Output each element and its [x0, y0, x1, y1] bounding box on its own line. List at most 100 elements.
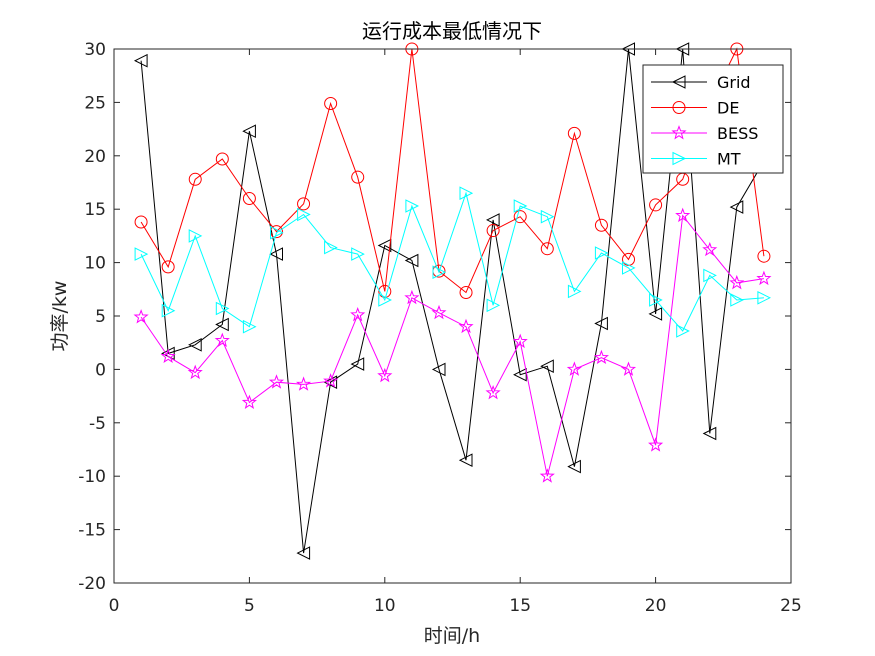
- data-point-grid: [133, 53, 148, 68]
- x-tick-label: 25: [780, 596, 802, 616]
- data-point-bess: [133, 309, 149, 324]
- data-point-grid: [594, 316, 608, 331]
- data-point-grid: [296, 546, 311, 560]
- y-tick-label: -5: [89, 414, 106, 434]
- data-point-bess: [648, 437, 664, 452]
- legend-item-de: DE: [651, 99, 739, 118]
- data-point-grid: [458, 453, 473, 468]
- y-axis-title: 功率/kw: [49, 281, 71, 352]
- data-point-de: [161, 260, 175, 274]
- series-mt: [134, 186, 772, 338]
- data-point-grid: [431, 362, 446, 377]
- data-point-de: [757, 249, 771, 263]
- data-point-bess: [160, 348, 176, 363]
- data-point-bess: [214, 332, 230, 347]
- legend-label: Grid: [717, 73, 751, 92]
- data-point-bess: [593, 349, 609, 365]
- data-point-bess: [729, 274, 745, 290]
- data-point-bess: [485, 384, 501, 400]
- data-point-bess: [756, 270, 772, 286]
- legend-item-mt: MT: [651, 150, 741, 169]
- x-tick-label: 15: [509, 596, 531, 616]
- chart-title: 运行成本最低情况下: [362, 19, 542, 43]
- data-point-de: [513, 210, 527, 224]
- data-point-mt: [486, 298, 501, 313]
- series-line-grid: [140, 48, 765, 554]
- legend-marker: [672, 101, 686, 114]
- data-point-grid: [242, 124, 256, 139]
- series-bess: [133, 207, 772, 483]
- data-point-de: [594, 218, 608, 232]
- y-tick-label: 0: [95, 360, 106, 380]
- data-point-mt: [242, 319, 257, 334]
- data-point-mt: [622, 261, 636, 275]
- data-point-grid: [377, 238, 392, 253]
- series-line-mt: [140, 191, 764, 332]
- data-point-mt: [594, 246, 609, 260]
- legend-box: [642, 64, 784, 174]
- data-point-mt: [567, 284, 582, 299]
- data-point-de: [649, 198, 663, 212]
- legend-marker: [671, 125, 687, 140]
- data-point-mt: [405, 199, 420, 213]
- x-tick-label: 20: [645, 596, 667, 616]
- y-tick-label: -15: [78, 521, 106, 541]
- data-point-grid: [404, 253, 419, 268]
- data-point-mt: [676, 324, 690, 338]
- y-tick-label: 20: [84, 147, 106, 167]
- data-point-bess: [323, 373, 339, 388]
- data-point-grid: [648, 307, 663, 321]
- legend-item-bess: BESS: [651, 124, 758, 143]
- legend-label: MT: [717, 150, 741, 169]
- data-point-de: [324, 96, 338, 110]
- data-point-de: [567, 126, 581, 140]
- y-tick-label: 25: [84, 93, 106, 113]
- data-point-mt: [432, 265, 447, 280]
- data-point-grid: [323, 375, 338, 390]
- legend: Grid DE BESS MT: [642, 64, 784, 174]
- data-point-grid: [540, 359, 554, 374]
- data-point-bess: [350, 306, 366, 322]
- data-point-de: [351, 170, 365, 184]
- data-point-mt: [703, 268, 717, 283]
- x-axis-title: 时间/h: [424, 625, 480, 647]
- data-point-bess: [268, 374, 285, 389]
- y-tick-label: 10: [84, 254, 106, 274]
- data-point-de: [540, 242, 554, 256]
- data-point-bess: [187, 364, 203, 380]
- data-point-mt: [757, 290, 772, 305]
- data-point-mt: [297, 207, 311, 222]
- data-point-mt: [649, 293, 663, 307]
- data-point-de: [188, 172, 202, 186]
- data-point-grid: [215, 317, 229, 332]
- data-point-mt: [270, 225, 284, 240]
- data-point-de: [134, 215, 148, 229]
- y-tick-label: -20: [78, 574, 106, 594]
- series-line-bess: [140, 214, 764, 477]
- data-point-mt: [215, 301, 230, 316]
- data-point-mt: [188, 229, 203, 243]
- data-point-mt: [513, 199, 528, 213]
- data-point-bess: [241, 394, 257, 409]
- data-point-bess: [377, 367, 393, 383]
- data-point-mt: [161, 303, 176, 318]
- data-point-de: [215, 152, 229, 166]
- data-point-grid: [702, 426, 717, 441]
- series-layer: [133, 42, 772, 560]
- data-point-bess: [404, 289, 420, 305]
- y-tick-label: 15: [84, 200, 106, 220]
- y-tick-label: -10: [78, 467, 106, 487]
- data-point-mt: [351, 247, 365, 261]
- data-point-de: [486, 224, 500, 238]
- legend-label: DE: [717, 99, 739, 118]
- data-point-bess: [296, 376, 312, 391]
- data-point-bess: [702, 241, 718, 257]
- data-point-grid: [188, 337, 202, 352]
- data-point-de: [297, 197, 311, 211]
- series-de: [134, 42, 771, 300]
- legend-label: BESS: [717, 124, 758, 143]
- data-point-mt: [459, 186, 474, 201]
- data-point-de: [242, 192, 256, 206]
- data-point-bess: [620, 361, 637, 376]
